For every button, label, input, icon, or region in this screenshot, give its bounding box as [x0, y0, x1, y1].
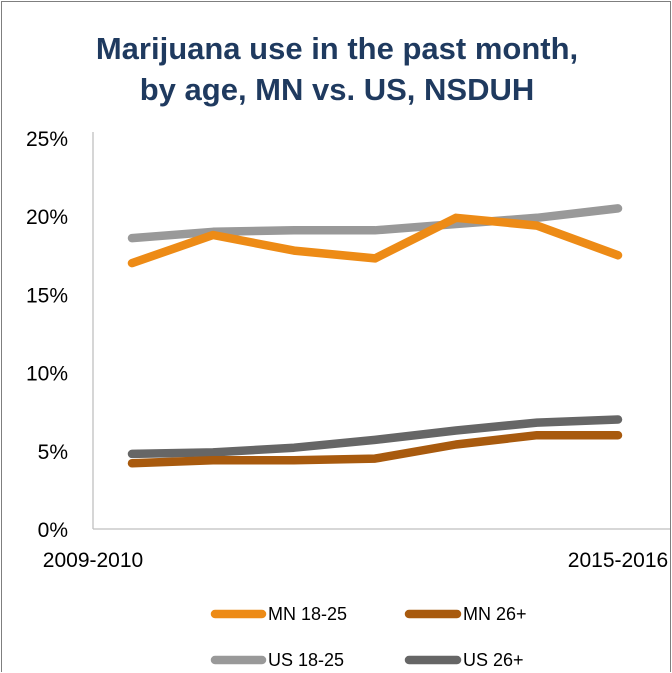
chart-title-line-2: by age, MN vs. US, NSDUH [140, 72, 534, 107]
x-tick-label: 2015-2016 [568, 549, 668, 572]
y-tick-label: 20% [26, 206, 68, 229]
y-tick-label: 0% [38, 519, 68, 542]
x-tick-label: 2009-2010 [43, 549, 143, 572]
legend-label: US 26+ [463, 650, 524, 670]
chart-title-line-1: Marijuana use in the past month, [96, 31, 578, 66]
series-line-1 [127, 430, 623, 468]
y-tick-label: 5% [38, 441, 68, 464]
legend-label: MN 26+ [463, 604, 527, 624]
legend-label: US 18-25 [268, 650, 344, 670]
series-line-0 [127, 213, 623, 268]
y-tick-label: 15% [26, 284, 68, 307]
series-line-3 [127, 415, 623, 459]
y-tick-label: 10% [26, 363, 68, 386]
y-tick-label: 25% [26, 128, 68, 151]
legend-label: MN 18-25 [268, 604, 347, 624]
